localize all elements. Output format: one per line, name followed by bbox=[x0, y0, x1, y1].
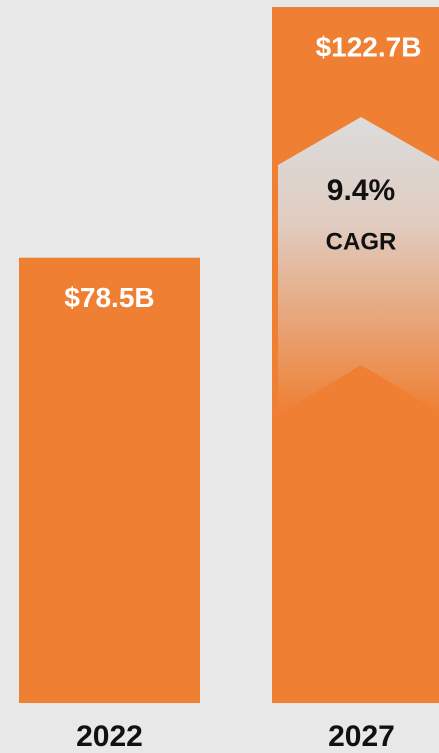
bar bbox=[19, 257, 200, 703]
x-tick-label: 2022 bbox=[76, 720, 143, 753]
value-label: $78.5B bbox=[64, 282, 154, 313]
value-label: $122.7B bbox=[316, 31, 422, 62]
cagr-arrow bbox=[278, 117, 439, 415]
labels: $78.5B 2022 $122.7B 2027 bbox=[64, 31, 421, 753]
x-tick-label: 2027 bbox=[328, 720, 395, 753]
cagr-label: CAGR bbox=[326, 228, 397, 255]
cagr-value: 9.4% bbox=[327, 174, 395, 207]
